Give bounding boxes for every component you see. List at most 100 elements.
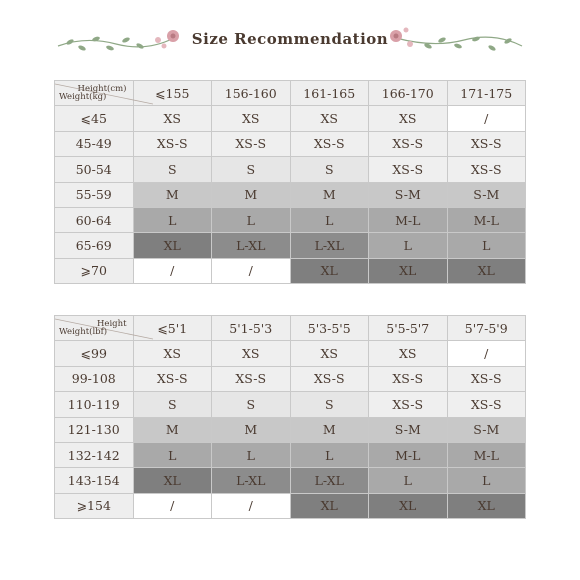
size-cell: XS-S — [368, 156, 448, 183]
size-cell: L-XL — [289, 467, 369, 494]
page-title: Size Recommendation — [191, 30, 389, 48]
size-cell: XS-S — [289, 130, 369, 158]
size-cell: XS-S — [211, 130, 291, 158]
size-cell: M — [132, 181, 212, 208]
size-cell: XL — [289, 492, 369, 520]
size-cell: L — [368, 232, 448, 259]
row-header: 60-64 — [54, 206, 134, 234]
corner-header-cell: Height(cm) Weight(kg) — [54, 79, 153, 107]
table-row: ⩽99 XS XS XS XS / — [54, 340, 526, 367]
size-cell: S-M — [446, 416, 526, 443]
size-cell: XS-S — [289, 365, 369, 393]
table-row: ⩽45 XS XS XS XS / — [54, 105, 526, 132]
table-row: ⩾154// XL XL XL — [54, 492, 526, 520]
size-cell: L — [132, 441, 212, 469]
row-header: 132-142 — [54, 441, 134, 469]
size-cell: / — [446, 340, 526, 367]
row-header: 50-54 — [54, 156, 134, 183]
size-table-metric: Height(cm) Weight(kg) ⩽155 156-160 161-165 16… — [54, 79, 526, 285]
size-cell: M-L — [368, 206, 448, 234]
size-cell: XS-S — [368, 130, 448, 158]
size-cell: S-M — [368, 181, 448, 208]
size-cell: XS-S — [446, 130, 526, 158]
size-cell: L — [446, 232, 526, 259]
size-cell: M — [211, 416, 291, 443]
column-header: 5'3-5'5 — [289, 314, 369, 342]
header-row: Height(cm) Weight(kg) ⩽155 156-160 161-165 16… — [54, 79, 526, 107]
header-row: Height Weight(lbf) ⩽5'1 5'1-5'3 5'3-5'5 5'5-5… — [54, 314, 526, 342]
row-header: 110-119 — [54, 391, 134, 418]
size-cell: XS — [211, 340, 291, 367]
table-row: 45-49 XS-S XS-S XS-S XS-S XS-S — [54, 130, 526, 158]
column-header: 166-170 — [368, 79, 448, 107]
table-row: 143-154 XL L-XL L-XL L L — [54, 467, 526, 494]
size-cell: M-L — [446, 441, 526, 469]
size-cell: L — [211, 441, 291, 469]
row-header: 45-49 — [54, 130, 134, 158]
size-cell: M — [132, 416, 212, 443]
size-cell: XS — [368, 340, 448, 367]
size-cell: S — [132, 391, 212, 418]
table-row: 121-130 M M M S-M S-M — [54, 416, 526, 443]
size-cell: / — [211, 492, 291, 520]
row-header: 121-130 — [54, 416, 134, 443]
size-cell: XS — [289, 105, 369, 132]
corner-header-cell: Height Weight(lbf) — [54, 314, 153, 342]
size-cell: L — [132, 206, 212, 234]
size-cell: / — [132, 257, 212, 285]
size-cell: / — [446, 105, 526, 132]
column-header: 161-165 — [289, 79, 369, 107]
table-row: 55-59 M M M S-M S-M — [54, 181, 526, 208]
size-cell: XS-S — [368, 365, 448, 393]
size-cell: XS — [132, 340, 212, 367]
size-cell: L-XL — [211, 467, 291, 494]
size-cell: XL — [132, 467, 212, 494]
row-header: ⩽45 — [54, 105, 134, 132]
size-cell: S-M — [368, 416, 448, 443]
column-header: 171-175 — [446, 79, 526, 107]
size-cell: XS-S — [132, 130, 212, 158]
size-cell: / — [211, 257, 291, 285]
size-cell: XS-S — [132, 365, 212, 393]
size-cell: S — [211, 391, 291, 418]
size-cell: M — [211, 181, 291, 208]
table-row: 50-54 S S S XS-S XS-S — [54, 156, 526, 183]
size-cell: XS — [368, 105, 448, 132]
size-cell: M-L — [368, 441, 448, 469]
size-cell: XS-S — [368, 391, 448, 418]
table-row: 110-119 S S S XS-S XS-S — [54, 391, 526, 418]
size-cell: XL — [132, 232, 212, 259]
corner-weight-label: Weight(kg) — [59, 92, 107, 103]
floral-vine-left-icon — [57, 30, 179, 51]
row-header: ⩾70 — [54, 257, 134, 285]
header: Size Recommendation — [0, 22, 580, 62]
size-cell: S — [289, 156, 369, 183]
corner-height-label: Height(cm) — [77, 84, 127, 94]
corner-height-label: Height — [97, 319, 127, 329]
diagonal-divider-icon — [55, 318, 153, 340]
size-cell: XS — [289, 340, 369, 367]
table-row: 99-108 XS-S XS-S XS-S XS-S XS-S — [54, 365, 526, 393]
row-header: 55-59 — [54, 181, 134, 208]
size-cell: S — [132, 156, 212, 183]
size-cell: XL — [446, 492, 526, 520]
corner-weight-label: Weight(lbf) — [59, 327, 108, 338]
floral-vine-right-icon — [390, 27, 523, 51]
size-cell: S — [289, 391, 369, 418]
size-cell: XL — [289, 257, 369, 285]
size-cell: S — [211, 156, 291, 183]
size-cell: L — [446, 467, 526, 494]
row-header: ⩾154 — [54, 492, 134, 520]
table-row: 60-64 L L L M-L M-L — [54, 206, 526, 234]
column-header: ⩽155 — [132, 79, 212, 107]
row-header: ⩽99 — [54, 340, 134, 367]
size-cell: L-XL — [211, 232, 291, 259]
size-cell: XL — [368, 492, 448, 520]
size-cell: L — [289, 206, 369, 234]
diagonal-divider-icon — [55, 83, 153, 105]
size-cell: XS-S — [446, 391, 526, 418]
size-cell: XL — [446, 257, 526, 285]
column-header: 156-160 — [211, 79, 291, 107]
row-header: 65-69 — [54, 232, 134, 259]
size-cell: XS-S — [446, 156, 526, 183]
